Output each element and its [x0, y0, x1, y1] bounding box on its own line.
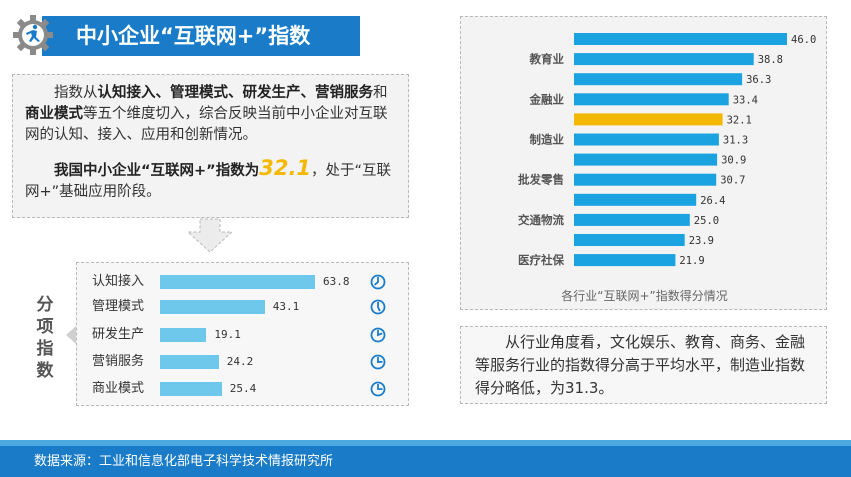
- sub-index-bar: [160, 300, 265, 314]
- sub-index-bar: [160, 355, 219, 369]
- industry-value-label: 26.4: [700, 195, 725, 207]
- sub-index-row: 营销服务 24.2: [76, 352, 409, 372]
- industry-value-label: 46.0: [791, 34, 816, 46]
- industry-bar: [574, 173, 717, 186]
- sub-index-bar: [160, 382, 222, 396]
- industry-bar: [574, 133, 719, 146]
- sub-index-row: 商业模式 25.4: [76, 379, 409, 399]
- description-box: 指数从认知接入、管理模式、研发生产、营销服务和商业模式等五个维度切入，综合反映当…: [12, 74, 409, 218]
- sub-index-value: 25.4: [229, 382, 257, 395]
- industry-bar: [574, 73, 743, 86]
- industry-value-label: 30.9: [721, 155, 746, 167]
- description-intro: 指数从认知接入、管理模式、研发生产、营销服务和商业模式等五个维度切入，综合反映当…: [25, 85, 388, 143]
- industry-note-box: 从行业角度看，文化娱乐、教育、商务、金融等服务行业的指数得分高于平均水平，制造业…: [460, 326, 827, 404]
- description-highlight: 我国中小企业“互联网+”指数为32.1，处于“互联网+”基础应用阶段。: [25, 156, 392, 201]
- sub-index-value: 43.1: [272, 300, 300, 313]
- sub-index-label-text: 管理模式: [92, 299, 145, 314]
- industry-bar: [574, 254, 676, 267]
- clock-icon: [370, 274, 386, 290]
- industry-value-label: 36.3: [746, 74, 771, 86]
- sub-index-label-text: 商业模式: [92, 381, 145, 396]
- sub-index-row: 认知接入 63.8: [76, 272, 409, 292]
- chart-caption: 各行业“互联网+”指数得分情况: [561, 289, 728, 303]
- industry-category-label: 金融业: [529, 92, 565, 106]
- sub-index-bar: [160, 328, 207, 342]
- clock-icon: [370, 299, 386, 315]
- industry-value-label: 23.9: [689, 235, 714, 247]
- sub-index-row: 研发生产 19.1: [76, 325, 409, 345]
- industry-category-label: 教育业: [529, 52, 565, 66]
- footer-source: 数据来源：工业和信息化部电子科学技术情报研究所: [0, 446, 851, 477]
- industry-value-label: 32.1: [727, 114, 752, 126]
- sub-index-label-text: 认知接入: [92, 274, 145, 289]
- down-arrow-icon: [186, 218, 234, 253]
- sub-index-value: 19.1: [214, 328, 241, 341]
- sub-index-value: 24.2: [226, 355, 254, 368]
- pointer-triangle: [66, 326, 76, 344]
- industry-value-label: 33.4: [733, 94, 758, 106]
- industry-category-label: 医疗社保: [518, 253, 564, 267]
- clock-icon: [370, 354, 386, 370]
- clock-icon: [370, 327, 386, 343]
- industry-category-label: 批发零售: [518, 173, 564, 187]
- industry-bar: [574, 93, 729, 106]
- footer-accent: [0, 440, 851, 446]
- industry-value-label: 25.0: [694, 215, 719, 227]
- page-title: 中小企业“互联网+”指数: [42, 16, 360, 56]
- industry-category-label: 交通物流: [518, 213, 564, 227]
- gear-runner-icon: [12, 14, 54, 60]
- industry-category-label: 制造业: [530, 133, 565, 147]
- index-value: 32.1: [259, 156, 312, 180]
- industry-bar: [574, 153, 718, 166]
- industry-value-label: 30.7: [720, 175, 745, 187]
- industry-bar: [574, 234, 685, 246]
- sub-index-value: 63.8: [323, 275, 350, 288]
- sub-index-row: 管理模式 43.1: [76, 297, 409, 317]
- industry-bar: [574, 53, 754, 66]
- sub-index-bar: [160, 275, 315, 289]
- sub-index-label-text: 研发生产: [92, 327, 145, 342]
- industry-value-label: 31.3: [723, 135, 748, 147]
- sub-index-label-text: 营销服务: [92, 354, 145, 369]
- industry-chart: 46.0 38.8 教育业 36.3 33.4 金融业 32.1 31.3 制造业 30.9 30.…: [518, 33, 816, 267]
- industry-bar: [574, 213, 690, 226]
- industry-value-label: 21.9: [679, 255, 704, 267]
- industry-chart-panel: 46.0 38.8 教育业 36.3 33.4 金融业 32.1 31.3 制造业 30.9 30.…: [460, 16, 827, 310]
- industry-note: 从行业角度看，文化娱乐、教育、商务、金融等服务行业的指数得分高于平均水平，制造业…: [475, 333, 806, 397]
- clock-icon: [370, 381, 386, 397]
- industry-bar: [574, 33, 787, 45]
- industry-value-label: 38.8: [758, 54, 783, 66]
- industry-bar: [574, 193, 697, 206]
- sub-index-label: 分项指数: [36, 295, 54, 381]
- industry-bar: [574, 113, 723, 126]
